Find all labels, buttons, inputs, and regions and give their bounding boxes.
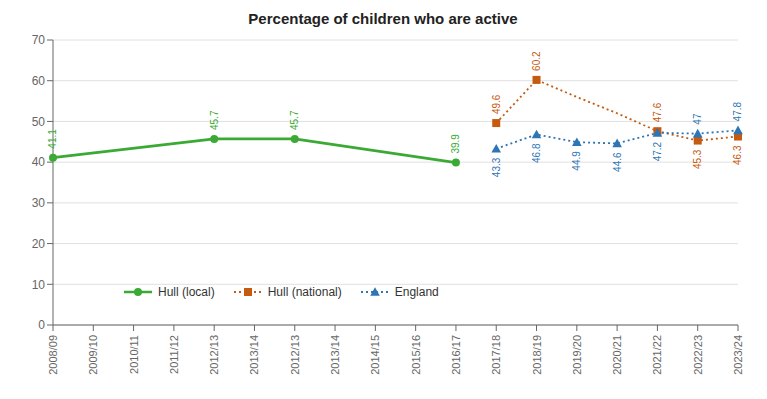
svg-text:46.8: 46.8 [531,143,542,163]
svg-text:2021/22: 2021/22 [651,335,663,375]
svg-text:46.3: 46.3 [733,145,744,165]
svg-text:40: 40 [32,155,46,169]
svg-text:2018/19: 2018/19 [531,335,543,375]
svg-text:2016/17: 2016/17 [450,335,462,375]
html-text:Percentage of children who are: Percentage of children who are active [248,10,518,27]
svg-text:47.2: 47.2 [652,141,663,161]
svg-text:2020/21: 2020/21 [611,335,623,375]
svg-text:2011/12: 2011/12 [168,335,180,374]
svg-text:47.8: 47.8 [733,101,744,121]
svg-text:49.6: 49.6 [491,94,502,114]
svg-text:41.1: 41.1 [48,129,59,149]
svg-text:10: 10 [32,278,46,292]
svg-text:2012/13: 2012/13 [289,335,301,375]
svg-text:0: 0 [38,318,45,332]
svg-text:44.9: 44.9 [571,151,582,171]
svg-text:2022/23: 2022/23 [692,335,704,375]
svg-text:39.9: 39.9 [450,134,461,154]
svg-text:2013/14: 2013/14 [248,335,260,375]
svg-text:44.6: 44.6 [612,152,623,172]
svg-text:50: 50 [32,115,46,129]
svg-text:70: 70 [32,33,46,47]
svg-text:47: 47 [692,113,703,125]
svg-text:2017/18: 2017/18 [490,335,502,375]
svg-text:2023/24: 2023/24 [732,335,744,375]
svg-text:2015/16: 2015/16 [410,335,422,375]
svg-text:60: 60 [32,74,46,88]
svg-text:60.2: 60.2 [531,51,542,71]
html-text:England: England [394,285,439,299]
svg-text:2019/20: 2019/20 [571,335,583,375]
html-text:Hull (national): Hull (national) [267,285,342,299]
svg-text:47.6: 47.6 [652,102,663,122]
html-text:Hull (local): Hull (local) [158,285,215,299]
svg-text:45.7: 45.7 [289,110,300,130]
svg-text:2009/10: 2009/10 [87,335,99,375]
svg-text:20: 20 [32,237,46,251]
svg-text:2010/11: 2010/11 [128,335,140,374]
svg-text:45.7: 45.7 [209,110,220,130]
svg-text:2013/14: 2013/14 [329,335,341,375]
svg-text:45.3: 45.3 [692,149,703,169]
svg-text:2008/09: 2008/09 [47,335,59,375]
svg-text:2012/13: 2012/13 [208,335,220,375]
svg-text:2014/15: 2014/15 [369,335,381,375]
svg-text:43.3: 43.3 [491,157,502,177]
svg-text:30: 30 [32,196,46,210]
